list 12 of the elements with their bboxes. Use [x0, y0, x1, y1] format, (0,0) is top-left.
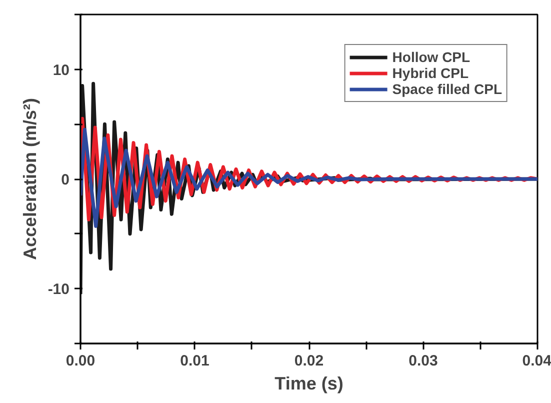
y-tick-label: 10 — [52, 62, 70, 79]
x-axis-title: Time (s) — [274, 374, 344, 394]
x-tick-label: 0.00 — [66, 352, 96, 370]
legend-label: Hybrid CPL — [392, 65, 469, 81]
x-tick-label: 0.03 — [408, 352, 438, 370]
y-tick-label: 0 — [61, 172, 70, 188]
legend-label: Hollow CPL — [392, 49, 470, 65]
legend-label: Space filled CPL — [392, 81, 502, 97]
y-axis-title: Acceleration (m/s²) — [20, 98, 40, 260]
x-tick-label: 0.02 — [294, 352, 324, 370]
x-tick-label: 0.01 — [180, 352, 210, 370]
y-tick-label: -10 — [48, 281, 70, 298]
